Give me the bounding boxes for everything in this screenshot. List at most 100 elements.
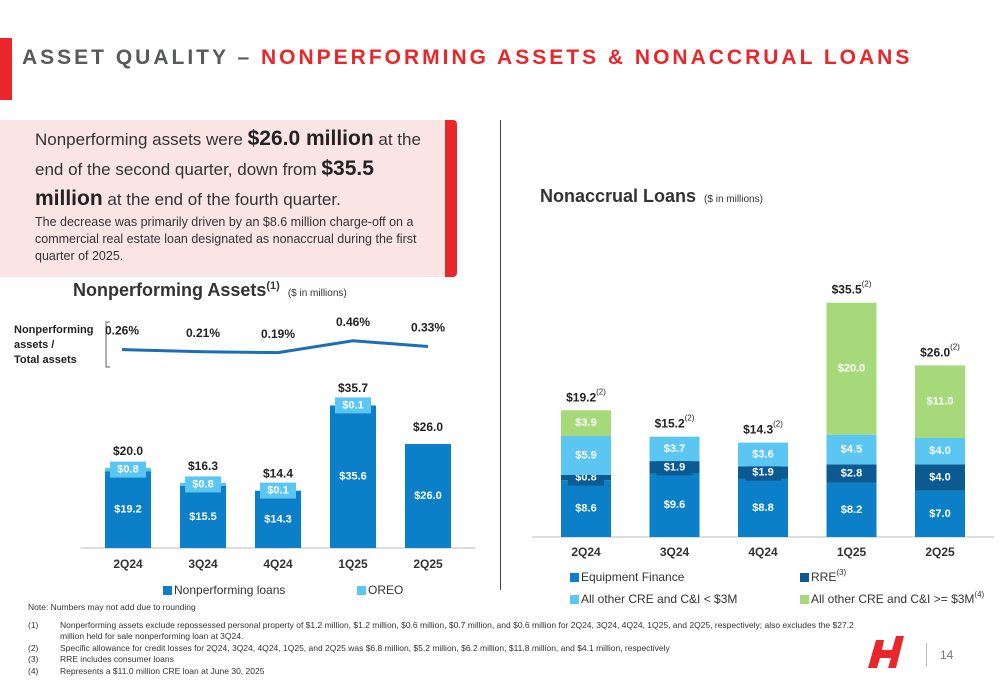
footnote-marker: (3) xyxy=(28,654,39,664)
label-bg xyxy=(656,459,693,476)
total-label: $15.2(2) xyxy=(655,414,695,431)
total-text: $14.3 xyxy=(743,423,773,437)
data-label: $1.9 xyxy=(752,467,773,479)
logo xyxy=(868,636,904,668)
label-bg xyxy=(110,501,146,518)
ratio-label: assets / xyxy=(14,339,54,351)
summary-text: Nonperforming assets were xyxy=(35,130,248,149)
notes: Note: Numbers may not add due to roundin… xyxy=(28,602,878,677)
legend-text: OREO xyxy=(368,583,403,597)
chart-title: Nonaccrual Loans ($ in millions) xyxy=(540,186,763,206)
total-label: $14.3(2) xyxy=(743,420,783,437)
divider xyxy=(500,120,501,590)
data-label: $5.9 xyxy=(575,449,596,461)
slide-title: ASSET QUALITY – NONPERFORMING ASSETS & N… xyxy=(22,46,912,70)
label-bg xyxy=(185,509,221,525)
chart-title-text: Nonaccrual Loans xyxy=(540,186,696,206)
data-label: $0.1 xyxy=(267,485,288,497)
data-label: $9.6 xyxy=(664,499,685,511)
title-prefix: ASSET QUALITY – xyxy=(22,46,253,69)
x-tick-label: 4Q24 xyxy=(748,545,778,559)
chart-unit: ($ in millions) xyxy=(288,288,347,299)
ratio-line xyxy=(121,339,429,355)
label-bg xyxy=(833,465,870,482)
legend-text: All other CRE and C&I >= $3M xyxy=(811,592,974,606)
x-tick-label: 4Q24 xyxy=(263,557,293,571)
total-text: $35.7 xyxy=(338,381,368,395)
data-label: $8.2 xyxy=(841,504,862,516)
ratio-label-value: 0.21% xyxy=(186,326,220,340)
ratio-label-value: 0.46% xyxy=(336,315,370,329)
total-label: $14.4 xyxy=(263,467,293,481)
label-bg xyxy=(833,360,870,377)
data-label: $20.0 xyxy=(838,363,866,375)
total-label: $26.0 xyxy=(413,420,443,434)
label-bg xyxy=(110,461,146,478)
footnote-marker: (1) xyxy=(28,619,39,630)
ratio-label-value: 0.19% xyxy=(261,327,295,341)
summary-text: at the end of the fourth quarter. xyxy=(102,190,341,209)
label-bg xyxy=(922,469,958,486)
summary-box xyxy=(0,120,445,277)
total-text: $16.3 xyxy=(188,459,218,473)
footnote-marker: (2) xyxy=(28,642,39,653)
total-label: $20.0 xyxy=(113,444,143,458)
data-label: $11.0 xyxy=(927,396,954,408)
legend-label: All other CRE and C&I < $3M xyxy=(581,592,737,606)
legend-text: All other CRE and C&I < $3M xyxy=(581,592,737,606)
ratio-bracket xyxy=(105,321,110,368)
data-label: $3.9 xyxy=(575,417,596,429)
legend-note: (4) xyxy=(974,590,984,599)
x-tick-label: 3Q24 xyxy=(188,557,218,571)
chart-title-note: (1) xyxy=(266,280,280,292)
label-bg xyxy=(568,447,604,464)
accent-bar xyxy=(0,38,12,100)
legend-swatch xyxy=(357,586,366,595)
label-bg xyxy=(833,501,870,518)
legend-label: Nonperforming loans xyxy=(174,583,285,597)
x-tick-label: 2Q24 xyxy=(113,557,143,571)
total-label: $26.0(2) xyxy=(920,343,960,360)
label-bg xyxy=(185,476,221,493)
legend-swatch xyxy=(800,573,809,582)
legend-note: (3) xyxy=(836,568,846,577)
summary-lead: Nonperforming assets were $26.0 million … xyxy=(35,124,435,214)
data-label: $3.6 xyxy=(752,448,773,460)
footnote-text: Specific allowance for credit losses for… xyxy=(60,642,670,653)
data-label: $1.9 xyxy=(664,461,685,473)
label-bg xyxy=(335,468,371,485)
total-text: $26.0 xyxy=(413,420,443,434)
footnote: (4) Represents a $11.0 million CRE loan a… xyxy=(28,666,878,678)
footnote-text: Nonperforming assets exclude repossessed… xyxy=(60,619,854,642)
label-bg xyxy=(833,441,870,458)
total-note: (2) xyxy=(685,414,695,423)
legend-label: Equipment Finance xyxy=(581,570,685,584)
summary-text: at the end of the second quarter, down f… xyxy=(35,130,421,179)
data-label: $2.8 xyxy=(841,468,862,480)
total-note: (2) xyxy=(773,420,783,429)
x-tick-label: 2Q25 xyxy=(925,545,955,559)
total-label: $16.3 xyxy=(188,459,218,473)
label-bg xyxy=(335,397,371,414)
legend-text: Equipment Finance xyxy=(581,570,685,584)
legend-swatch xyxy=(800,595,809,604)
total-note: (2) xyxy=(596,387,606,396)
label-bg xyxy=(656,497,693,514)
data-label: $0.1 xyxy=(342,399,363,411)
data-label: $8.8 xyxy=(752,502,773,514)
total-text: $35.5 xyxy=(832,283,862,297)
total-label: $19.2(2) xyxy=(566,387,606,404)
data-label: $4.5 xyxy=(841,443,862,455)
legend-swatch xyxy=(570,595,579,604)
label-bg xyxy=(260,511,296,528)
total-label: $35.5(2) xyxy=(832,280,872,297)
label-bg xyxy=(568,500,604,517)
legend-swatch xyxy=(163,586,172,595)
label-bg xyxy=(922,393,958,410)
data-label: $3.7 xyxy=(664,443,685,455)
ratio-label: Total assets xyxy=(14,354,77,366)
data-label: $4.0 xyxy=(929,472,950,484)
summary-highlight: $35.5 million xyxy=(35,157,374,210)
